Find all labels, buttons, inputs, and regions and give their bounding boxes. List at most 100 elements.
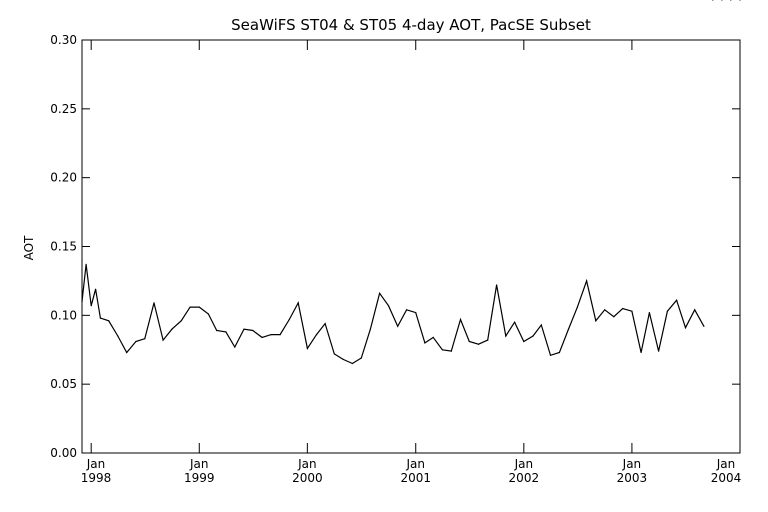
data-point bbox=[90, 305, 92, 307]
data-point bbox=[297, 302, 299, 304]
data-point bbox=[703, 325, 705, 327]
y-tick-label: 0.10 bbox=[50, 308, 77, 322]
data-point bbox=[252, 329, 254, 332]
data-point bbox=[604, 309, 606, 311]
data-point bbox=[595, 320, 597, 322]
data-point bbox=[180, 320, 182, 322]
data-points bbox=[81, 0, 741, 365]
data-point bbox=[549, 354, 552, 356]
data-point bbox=[234, 346, 236, 348]
x-tick-month-label: Jan bbox=[514, 457, 534, 471]
x-tick-month-label: Jan bbox=[189, 457, 209, 471]
data-point bbox=[505, 335, 507, 337]
data-point bbox=[95, 288, 97, 290]
x-tick-year-label: 2000 bbox=[292, 471, 323, 485]
x-tick-year-label: 2004 bbox=[711, 471, 742, 485]
data-point bbox=[496, 284, 498, 286]
data-point bbox=[523, 340, 525, 343]
x-axis: Jan1998Jan1999Jan2000Jan2001Jan2002Jan20… bbox=[81, 40, 742, 485]
data-point bbox=[162, 339, 164, 341]
data-point bbox=[450, 350, 452, 352]
data-point bbox=[85, 263, 87, 265]
x-tick-month-label: Jan bbox=[86, 457, 106, 471]
y-axis: 0.00 0.05 0.10 0.15 0.20 0.25 0.30 bbox=[50, 33, 740, 460]
plot-frame bbox=[81, 39, 741, 454]
y-tick-label: 0.30 bbox=[50, 33, 77, 47]
series-line bbox=[81, 264, 705, 365]
data-point bbox=[153, 302, 155, 304]
x-tick-year-label: 2003 bbox=[617, 471, 648, 485]
data-point bbox=[459, 318, 462, 321]
data-point bbox=[658, 350, 660, 352]
data-point bbox=[135, 340, 137, 343]
data-point bbox=[415, 312, 417, 314]
data-point bbox=[198, 306, 200, 308]
data-point bbox=[694, 309, 696, 311]
data-point bbox=[81, 301, 83, 303]
data-point bbox=[666, 310, 669, 312]
data-point bbox=[613, 316, 615, 318]
data-point bbox=[117, 335, 119, 337]
data-point bbox=[676, 299, 678, 301]
x-tick-year-label: 1998 bbox=[81, 471, 112, 485]
data-point bbox=[342, 358, 344, 360]
data-point bbox=[379, 292, 381, 294]
data-point bbox=[397, 325, 399, 327]
y-tick-label: 0.15 bbox=[50, 240, 77, 254]
data-point bbox=[712, 0, 714, 1]
y-tick-label: 0.05 bbox=[50, 377, 77, 391]
data-point bbox=[684, 327, 687, 329]
x-tick-year-label: 2002 bbox=[509, 471, 540, 485]
data-point bbox=[640, 351, 642, 354]
data-point bbox=[406, 309, 408, 311]
data-point bbox=[144, 338, 146, 340]
data-point bbox=[477, 343, 480, 345]
data-point bbox=[558, 351, 561, 354]
data-point bbox=[126, 351, 128, 354]
data-point bbox=[189, 306, 191, 308]
x-tick-month-label: Jan bbox=[297, 457, 317, 471]
data-point bbox=[207, 313, 209, 315]
data-point bbox=[270, 334, 272, 336]
data-point bbox=[432, 336, 434, 338]
data-point bbox=[514, 321, 516, 323]
x-tick-month-label: Jan bbox=[716, 457, 736, 471]
data-point bbox=[468, 340, 470, 343]
y-tick-label: 0.00 bbox=[50, 446, 77, 460]
data-point bbox=[315, 334, 318, 336]
data-point bbox=[567, 328, 570, 330]
data-point bbox=[487, 339, 489, 341]
data-point bbox=[730, 0, 732, 1]
x-tick-month-label: Jan bbox=[622, 457, 642, 471]
data-point bbox=[586, 280, 588, 282]
data-point bbox=[576, 306, 579, 308]
y-tick-label: 0.25 bbox=[50, 102, 77, 116]
x-tick-month-label: Jan bbox=[405, 457, 425, 471]
data-point bbox=[243, 328, 245, 330]
data-point bbox=[532, 335, 534, 337]
data-point bbox=[648, 312, 651, 314]
data-point bbox=[351, 362, 353, 365]
data-point bbox=[721, 0, 723, 1]
data-point bbox=[324, 323, 326, 325]
data-point bbox=[279, 334, 281, 336]
data-point bbox=[171, 328, 173, 330]
x-tick-year-label: 2001 bbox=[400, 471, 431, 485]
data-point bbox=[225, 331, 227, 333]
data-point bbox=[739, 0, 741, 1]
data-point bbox=[306, 347, 308, 349]
data-point bbox=[108, 320, 110, 322]
data-point bbox=[216, 329, 218, 332]
data-point bbox=[631, 310, 633, 312]
data-point bbox=[99, 317, 101, 319]
data-point bbox=[288, 318, 290, 321]
y-tick-label: 0.20 bbox=[50, 171, 77, 185]
data-point bbox=[441, 349, 443, 351]
data-point bbox=[387, 305, 390, 307]
data-point bbox=[540, 324, 542, 326]
data-point bbox=[360, 357, 362, 359]
data-point bbox=[424, 342, 426, 344]
y-axis-label: AOT bbox=[22, 235, 36, 260]
data-point bbox=[369, 328, 371, 330]
